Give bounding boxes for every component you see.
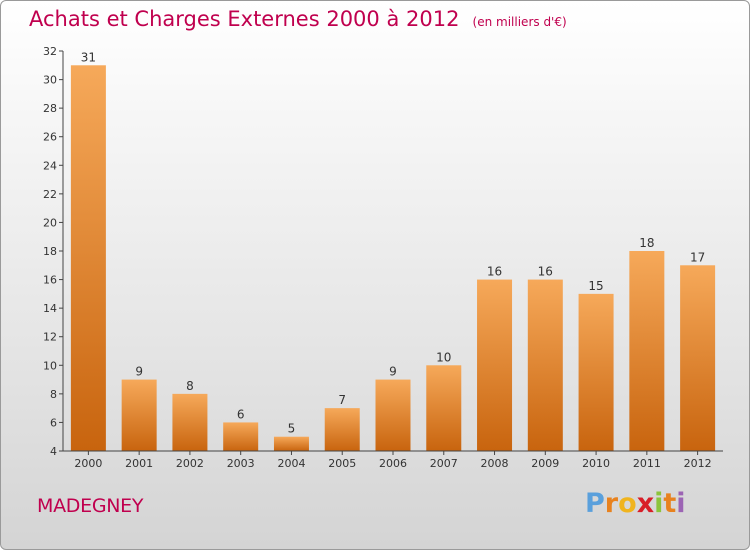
bar (578, 293, 614, 451)
y-tick-label: 16 (43, 274, 57, 287)
data-label: 5 (288, 422, 296, 436)
bar (121, 379, 157, 451)
bars-group (70, 65, 716, 452)
data-label: 6 (237, 407, 245, 421)
x-tick-label: 2003 (227, 457, 255, 470)
x-tick-label: 2006 (379, 457, 407, 470)
title-unit: (en milliers d'€) (472, 15, 567, 29)
commune-name: MADEGNEY (37, 495, 144, 517)
axes-group: 4 6 8 10 12 14 16 18 20 22 24 26 28 30 32 (43, 45, 723, 458)
y-tick-label: 24 (43, 159, 57, 172)
data-label: 9 (389, 365, 397, 379)
data-label: 16 (538, 265, 553, 279)
logo-letter: i (676, 488, 686, 519)
data-label: 17 (690, 250, 705, 264)
bar (172, 393, 208, 451)
x-tick-label: 2009 (531, 457, 559, 470)
logo-letter: r (604, 488, 619, 519)
y-tick-label: 4 (50, 445, 57, 458)
y-tick-label: 28 (43, 102, 57, 115)
logo-letter: t (663, 488, 677, 519)
x-tick-label: 2008 (481, 457, 509, 470)
y-tick-label: 20 (43, 216, 57, 229)
labels-group: 31 2000 9 2001 8 2002 6 2003 5 2004 7 2005 9 2006 10 20… (74, 50, 711, 470)
y-tick-label: 12 (43, 331, 57, 344)
logo-letter: o (618, 488, 637, 519)
y-tick-label: 6 (50, 416, 57, 429)
y-tick-label: 26 (43, 131, 57, 144)
x-tick-label: 2000 (74, 457, 102, 470)
x-tick-label: 2010 (582, 457, 610, 470)
y-tick-label: 32 (43, 45, 57, 58)
logo-letter: P (585, 488, 605, 519)
proxiti-logo: Proxiti (585, 488, 686, 519)
bar (426, 365, 462, 451)
data-label: 31 (81, 50, 96, 64)
y-tick-label: 14 (43, 302, 57, 315)
data-label: 18 (639, 236, 654, 250)
bar (629, 251, 665, 451)
y-tick-label: 8 (50, 388, 57, 401)
data-label: 8 (186, 379, 194, 393)
bar (375, 379, 411, 451)
x-tick-label: 2002 (176, 457, 204, 470)
x-tick-label: 2011 (633, 457, 661, 470)
data-label: 7 (338, 393, 346, 407)
y-tick-label: 30 (43, 74, 57, 87)
x-tick-label: 2012 (684, 457, 712, 470)
bar (273, 436, 309, 451)
data-label: 10 (436, 350, 451, 364)
bar (477, 279, 513, 451)
chart-title: Achats et Charges Externes 2000 à 2012 (… (29, 7, 567, 31)
y-tick-label: 18 (43, 245, 57, 258)
bar (324, 408, 360, 451)
bar (70, 65, 106, 452)
x-tick-label: 2005 (328, 457, 356, 470)
bar (680, 265, 716, 451)
y-tick-label: 10 (43, 359, 57, 372)
data-label: 16 (487, 265, 502, 279)
bar (223, 422, 259, 451)
x-tick-label: 2004 (277, 457, 305, 470)
data-label: 15 (588, 279, 603, 293)
logo-letter: i (654, 488, 664, 519)
logo-letter: x (636, 488, 655, 519)
data-label: 9 (135, 365, 143, 379)
x-tick-label: 2007 (430, 457, 458, 470)
x-tick-label: 2001 (125, 457, 153, 470)
y-tick-label: 22 (43, 188, 57, 201)
bar (527, 279, 563, 451)
title-main: Achats et Charges Externes 2000 à 2012 (29, 7, 460, 31)
